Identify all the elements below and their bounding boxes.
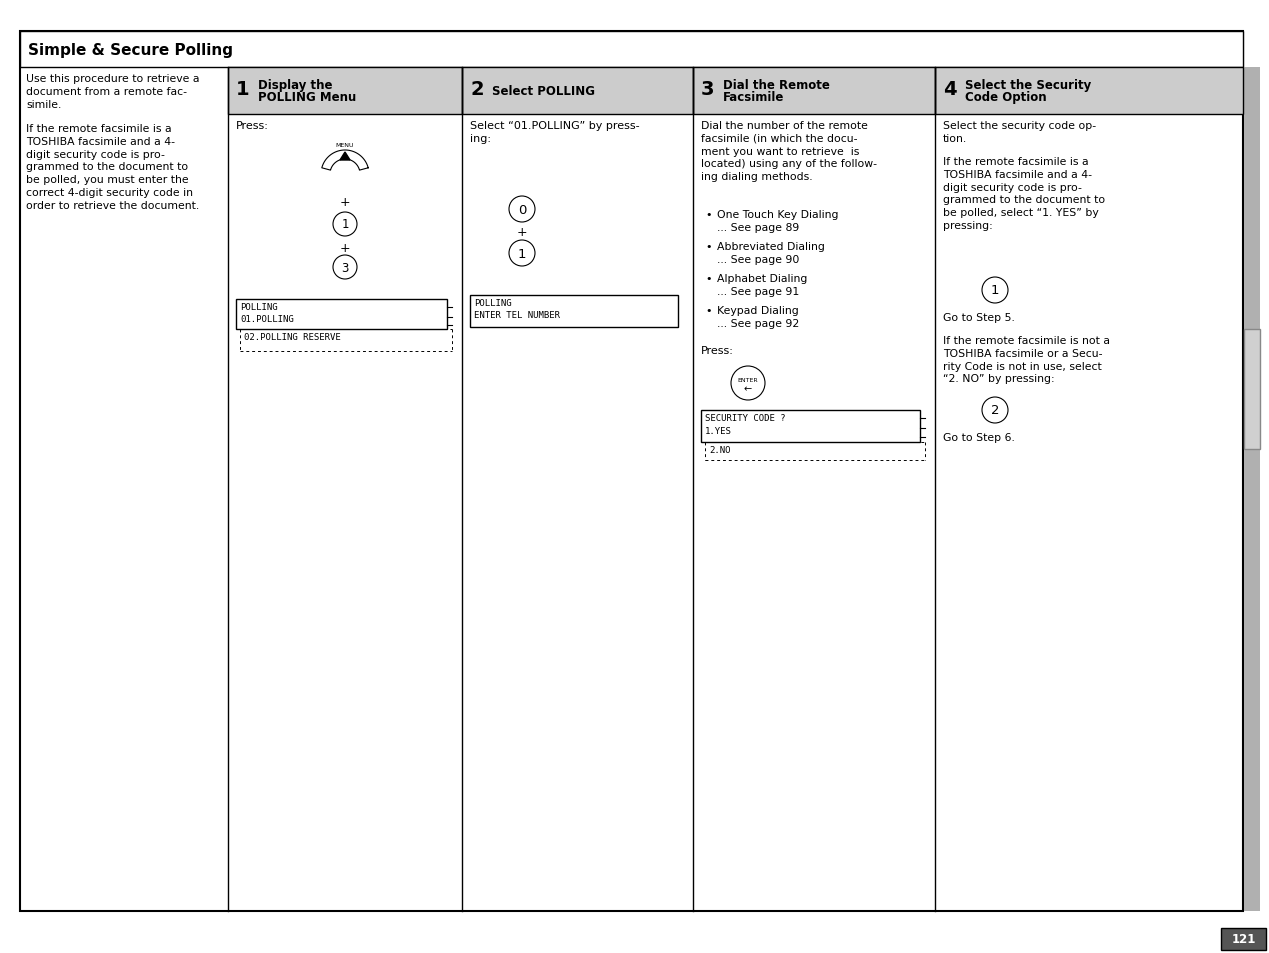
Bar <box>462 68 693 115</box>
Text: Code Option: Code Option <box>964 91 1047 104</box>
Bar <box>470 295 678 328</box>
Text: Abbreviated Dialing: Abbreviated Dialing <box>717 242 825 252</box>
Text: MENU: MENU <box>336 143 354 148</box>
Text: ... See page 92: ... See page 92 <box>717 318 799 329</box>
Text: One Touch Key Dialing: One Touch Key Dialing <box>717 210 839 220</box>
Text: ... See page 89: ... See page 89 <box>717 223 799 233</box>
Text: SECURITY CODE ?: SECURITY CODE ? <box>706 414 786 422</box>
Text: 3: 3 <box>700 80 714 99</box>
Text: ENTER: ENTER <box>737 377 759 382</box>
Bar <box>935 68 1244 115</box>
Text: Select POLLING: Select POLLING <box>492 85 595 98</box>
Text: Dial the Remote: Dial the Remote <box>723 79 830 91</box>
Text: Display the: Display the <box>258 79 332 91</box>
Text: •: • <box>706 274 712 284</box>
Text: ... See page 90: ... See page 90 <box>717 254 799 265</box>
Text: 121: 121 <box>1231 933 1256 945</box>
Text: If the remote facsimile is a
TOSHIBA facsimile and a 4-
digit security code is p: If the remote facsimile is a TOSHIBA fac… <box>943 157 1105 231</box>
Text: Facsimile: Facsimile <box>723 91 784 104</box>
Text: Go to Step 5.: Go to Step 5. <box>943 313 1015 323</box>
Text: 3: 3 <box>341 261 349 274</box>
Text: 1: 1 <box>236 80 250 99</box>
Text: ENTER TEL NUMBER: ENTER TEL NUMBER <box>475 311 560 319</box>
Text: 01.POLLING: 01.POLLING <box>240 314 293 324</box>
Text: •: • <box>706 306 712 315</box>
Text: •: • <box>706 242 712 252</box>
Text: 1.YES: 1.YES <box>706 427 732 436</box>
Text: ←: ← <box>744 384 753 394</box>
Text: Dial the number of the remote
facsimile (in which the docu-
ment you want to ret: Dial the number of the remote facsimile … <box>700 121 877 182</box>
Text: 02.POLLING RESERVE: 02.POLLING RESERVE <box>244 333 341 341</box>
Text: +: + <box>516 225 528 238</box>
Text: If the remote facsimile is a
TOSHIBA facsimile and a 4-
digit security code is p: If the remote facsimile is a TOSHIBA fac… <box>25 124 199 211</box>
Text: +: + <box>340 195 350 209</box>
Text: •: • <box>706 210 712 220</box>
Text: Simple & Secure Polling: Simple & Secure Polling <box>28 43 233 57</box>
Text: 2: 2 <box>991 404 999 417</box>
Text: If the remote facsimile is not a
TOSHIBA facsimile or a Secu-
rity Code is not i: If the remote facsimile is not a TOSHIBA… <box>943 335 1110 384</box>
Text: POLLING: POLLING <box>240 303 278 312</box>
Bar <box>1244 68 1260 911</box>
Text: ... See page 91: ... See page 91 <box>717 287 799 296</box>
Text: Press:: Press: <box>236 121 269 131</box>
Text: Select the Security: Select the Security <box>964 79 1091 91</box>
Bar <box>693 68 935 115</box>
Text: Use this procedure to retrieve a
document from a remote fac-
simile.: Use this procedure to retrieve a documen… <box>25 74 199 110</box>
Bar <box>693 68 935 115</box>
Bar <box>236 299 447 330</box>
Polygon shape <box>340 152 350 161</box>
Bar <box>462 68 693 115</box>
Text: POLLING Menu: POLLING Menu <box>258 91 357 104</box>
Text: 4: 4 <box>943 80 957 99</box>
Text: Select the security code op-
tion.: Select the security code op- tion. <box>943 121 1096 144</box>
Text: 1: 1 <box>341 218 349 232</box>
Text: Press:: Press: <box>700 346 733 355</box>
Bar <box>228 68 462 115</box>
Text: Go to Step 6.: Go to Step 6. <box>943 433 1015 442</box>
Bar <box>228 68 462 115</box>
Text: 1: 1 <box>518 247 527 260</box>
Bar <box>700 411 920 442</box>
Text: 2.NO: 2.NO <box>709 446 731 455</box>
Bar <box>1244 330 1260 450</box>
Bar <box>935 68 1244 115</box>
Text: +: + <box>340 241 350 254</box>
Text: 2: 2 <box>470 80 483 99</box>
Bar <box>20 32 1244 68</box>
Text: 0: 0 <box>518 203 527 216</box>
Polygon shape <box>322 151 368 171</box>
Text: Alphabet Dialing: Alphabet Dialing <box>717 274 807 284</box>
Text: POLLING: POLLING <box>475 298 511 308</box>
Text: Select “01.POLLING” by press-
ing:: Select “01.POLLING” by press- ing: <box>470 121 640 144</box>
Text: Keypad Dialing: Keypad Dialing <box>717 306 798 315</box>
Bar <box>1221 928 1266 950</box>
Text: 1: 1 <box>991 284 999 297</box>
